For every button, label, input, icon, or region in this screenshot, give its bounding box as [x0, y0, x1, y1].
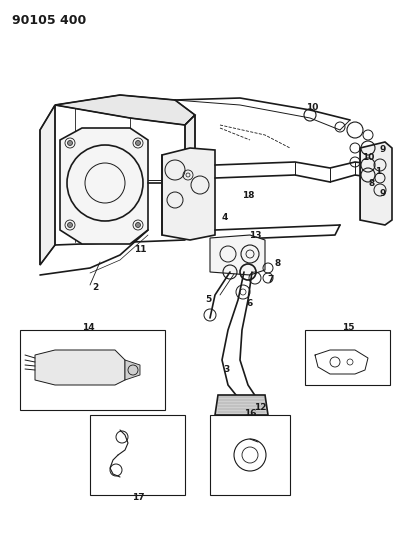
Text: 1: 1 [375, 167, 381, 176]
Polygon shape [162, 148, 215, 240]
Bar [20, 330, 165, 410]
Polygon shape [215, 395, 268, 415]
Text: 90105 400: 90105 400 [12, 14, 86, 27]
Circle shape [136, 222, 140, 228]
Circle shape [67, 141, 73, 146]
Text: 8: 8 [275, 259, 281, 268]
Polygon shape [60, 128, 148, 244]
Bar [90, 415, 185, 495]
Circle shape [136, 141, 140, 146]
Polygon shape [210, 235, 265, 275]
Text: 14: 14 [82, 322, 94, 332]
Polygon shape [185, 115, 195, 215]
Text: 16: 16 [244, 408, 256, 417]
Polygon shape [40, 105, 55, 265]
Polygon shape [360, 142, 392, 225]
Bar [210, 415, 290, 495]
Circle shape [67, 222, 73, 228]
Text: 9: 9 [380, 146, 386, 155]
Text: 18: 18 [242, 190, 254, 199]
Text: 17: 17 [132, 494, 144, 503]
Text: 15: 15 [342, 322, 354, 332]
Text: 8: 8 [369, 179, 375, 188]
Bar [305, 330, 390, 385]
Text: 7: 7 [268, 276, 274, 285]
Polygon shape [55, 95, 195, 125]
Text: 10: 10 [306, 102, 318, 111]
Text: 3: 3 [223, 366, 229, 375]
Text: 10: 10 [362, 154, 374, 163]
Text: 9: 9 [380, 190, 386, 198]
Polygon shape [35, 350, 125, 385]
Polygon shape [125, 360, 140, 380]
Text: 11: 11 [134, 246, 146, 254]
Text: 4: 4 [222, 214, 228, 222]
Text: 5: 5 [205, 295, 211, 304]
Text: 2: 2 [92, 282, 98, 292]
Text: 13: 13 [249, 230, 261, 239]
Text: 6: 6 [247, 298, 253, 308]
Text: 12: 12 [254, 403, 266, 413]
